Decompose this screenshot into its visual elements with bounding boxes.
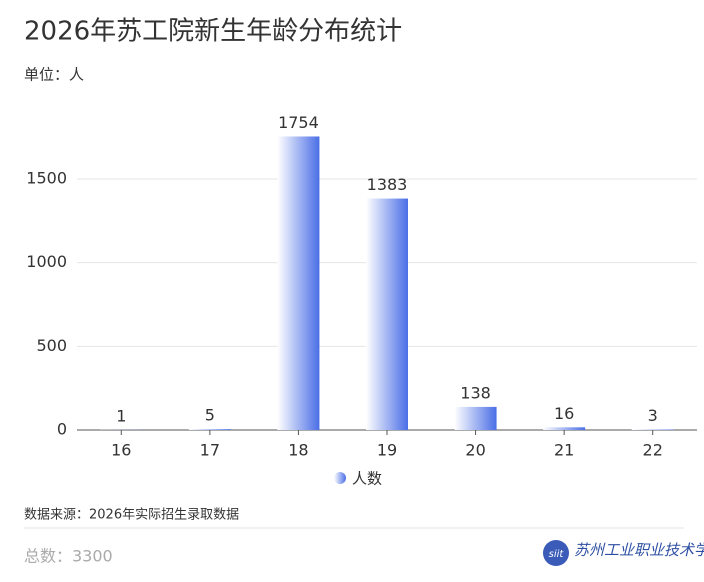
bar xyxy=(277,136,320,431)
bar xyxy=(631,429,674,430)
x-tick-label: 22 xyxy=(643,441,663,460)
unit-label: 单位：人 xyxy=(24,66,84,84)
value-label: 1383 xyxy=(367,175,408,194)
x-tick-label: 17 xyxy=(200,441,220,460)
value-label: 1 xyxy=(116,406,126,425)
x-tick-label: 16 xyxy=(111,441,131,460)
y-tick-label: 500 xyxy=(36,336,67,355)
logo-icon xyxy=(543,540,569,566)
bar xyxy=(366,198,408,430)
value-label: 16 xyxy=(554,404,574,423)
bar xyxy=(454,406,497,430)
value-label: 138 xyxy=(460,383,491,402)
value-label: 3 xyxy=(648,406,658,425)
logo-text: 苏州工业职业技术学院 xyxy=(574,541,704,559)
bar xyxy=(188,429,231,430)
x-tick-label: 18 xyxy=(288,441,308,460)
bar xyxy=(543,427,586,430)
total-note: 总数：3300 xyxy=(24,547,113,566)
y-tick-label: 0 xyxy=(57,420,67,439)
y-tick-label: 1000 xyxy=(26,252,67,271)
logo: siit 苏州工业职业技术学院 xyxy=(543,540,704,566)
y-tick-label: 1500 xyxy=(26,168,67,187)
chart-title: 2026年苏工院新生年龄分布统计 xyxy=(24,17,402,47)
source-note: 数据来源：2026年实际招生录取数据 xyxy=(24,508,239,523)
legend-swatch xyxy=(334,472,346,484)
value-label: 5 xyxy=(205,406,215,425)
value-label: 1754 xyxy=(278,113,319,132)
x-tick-label: 19 xyxy=(377,441,397,460)
x-tick-label: 20 xyxy=(465,441,485,460)
logo-icon-text: siit xyxy=(549,549,565,560)
x-tick-label: 21 xyxy=(554,441,574,460)
legend-label: 人数 xyxy=(352,470,382,488)
